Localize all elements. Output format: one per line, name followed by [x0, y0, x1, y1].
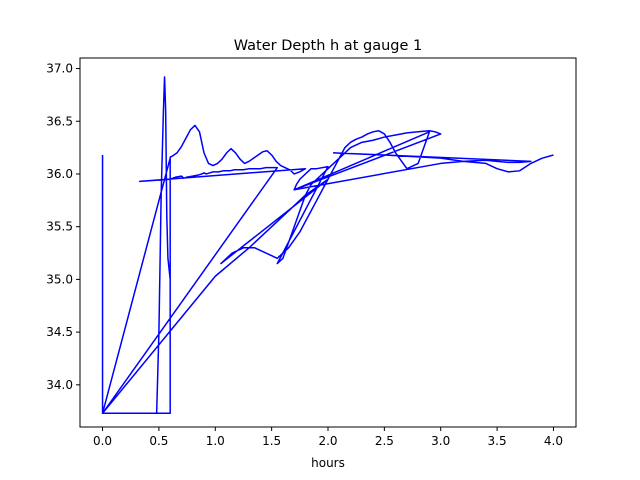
x-tick-label: 2.5: [375, 434, 394, 448]
y-tick-label: 37.0: [46, 62, 73, 76]
series-layer: [101, 76, 554, 415]
x-axis-label: hours: [311, 456, 345, 470]
x-axis: 0.0 0.5 1.0 1.5 2.0 2.5 3.0 3.5 4.0: [93, 427, 563, 448]
plot-area: [80, 58, 576, 427]
y-tick-label: 36.0: [46, 167, 73, 181]
y-axis: 34.0 34.5 35.0 35.5 36.0 36.5 37.0: [46, 62, 80, 392]
y-tick-label: 34.5: [46, 325, 73, 339]
x-tick-label: 0.5: [149, 434, 168, 448]
y-tick-label: 35.5: [46, 220, 73, 234]
x-tick-label: 0.0: [93, 434, 112, 448]
x-tick-label: 4.0: [544, 434, 563, 448]
y-tick-label: 34.0: [46, 378, 73, 392]
y-tick-label: 36.5: [46, 114, 73, 128]
series-line-1: [101, 76, 554, 415]
x-tick-label: 3.0: [431, 434, 450, 448]
y-tick-label: 35.0: [46, 272, 73, 286]
x-tick-label: 2.0: [318, 434, 337, 448]
x-tick-label: 3.5: [488, 434, 507, 448]
x-tick-label: 1.5: [262, 434, 281, 448]
x-tick-label: 1.0: [206, 434, 225, 448]
chart-title: Water Depth h at gauge 1: [234, 38, 422, 54]
